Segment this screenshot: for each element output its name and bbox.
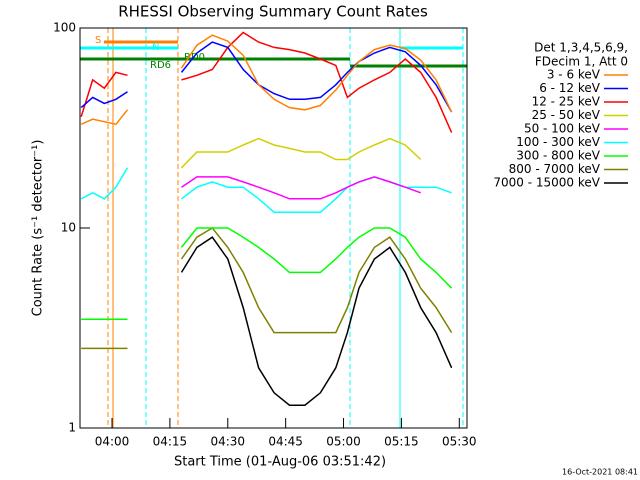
series-line <box>80 41 453 113</box>
chart-title: RHESSI Observing Summary Count Rates <box>118 3 428 21</box>
x-axis-label: Start Time (01-Aug-06 03:51:42) <box>174 455 386 470</box>
x-tick-label: 04:30 <box>210 435 245 449</box>
x-tick-label: 04:15 <box>153 435 188 449</box>
event-markers <box>107 28 464 428</box>
flag-label: S <box>95 35 101 46</box>
footer: 16-Oct-2021 08:41 <box>562 468 638 477</box>
legend-label: 100 - 300 keV <box>516 135 600 149</box>
x-tick-label: 04:00 <box>95 435 130 449</box>
legend-label: 7000 - 15000 keV <box>493 176 600 190</box>
x-tick-label: 04:45 <box>268 435 303 449</box>
legend-label: 300 - 800 keV <box>516 149 600 163</box>
series-line <box>180 236 453 406</box>
series-line <box>181 176 421 200</box>
y-tick-label: 1 <box>68 421 76 435</box>
series-line <box>180 137 422 169</box>
y-tick-label: 10 <box>61 221 76 235</box>
legend-label: 50 - 100 keV <box>524 122 601 136</box>
legend-label: 25 - 50 keV <box>532 108 601 122</box>
flags: S N RD6 RD0 <box>80 35 467 71</box>
legend-header: Det 1,3,4,5,6,9, <box>534 41 628 55</box>
flag-label: RD0 <box>184 52 205 63</box>
x-tick-label: 05:00 <box>326 435 361 449</box>
flag-label: RD6 <box>150 60 171 71</box>
legend-label: 12 - 25 keV <box>532 95 601 109</box>
legend-label: 6 - 12 keV <box>539 81 601 95</box>
series-line <box>81 227 453 320</box>
flag-label: N <box>152 42 159 53</box>
x-tick-label: 05:30 <box>442 435 477 449</box>
series-line <box>80 34 453 126</box>
legend-header: FDecim 1, Att 0 <box>535 55 628 69</box>
y-tick-label: 100 <box>53 21 76 35</box>
x-tick-label: 05:15 <box>384 435 419 449</box>
y-axis-label: Count Rate (s⁻¹ detector⁻¹) <box>31 140 46 317</box>
legend-label: 800 - 7000 keV <box>509 162 601 176</box>
legend-label: 3 - 6 keV <box>547 68 601 82</box>
series-line <box>81 227 453 350</box>
plot-frame <box>79 27 468 429</box>
